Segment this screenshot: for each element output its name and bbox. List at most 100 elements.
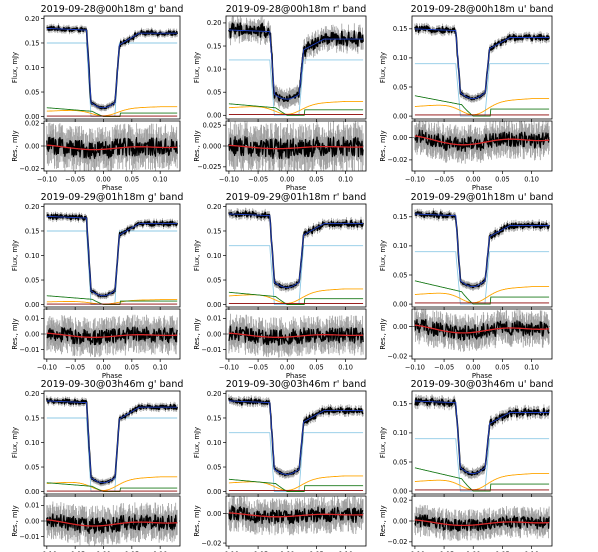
panel-title: 2019-09-28@00h18m g' band — [41, 4, 184, 15]
x-axis-label: Phase — [286, 184, 306, 192]
y-tick-label: 0.00 — [207, 301, 222, 309]
light-curve-area — [228, 16, 364, 116]
x-tick-label: 0.05 — [495, 551, 510, 552]
main-axes-frame — [225, 390, 367, 495]
residual-area — [44, 314, 180, 358]
res-y-tick-label: 0.01 — [207, 315, 222, 323]
model-flux — [46, 215, 178, 297]
x-tick-label: −0.05 — [248, 364, 268, 372]
res-y-tick-label: 0.00 — [25, 330, 40, 338]
residual-axes-frame — [411, 120, 553, 172]
y-tick-label: 0.00 — [207, 488, 222, 496]
res-y-tick-label: 0.00 — [25, 142, 40, 150]
x-tick-label: 0.00 — [96, 364, 111, 372]
disc-component — [46, 476, 178, 491]
y-tick-label: 0.20 — [25, 15, 40, 23]
panel-title: 2019-09-28@00h18m r' band — [226, 4, 367, 15]
residual-model — [414, 324, 550, 334]
panel-9: 2019-09-30@03h46m u' band 0.00 0.05 0.10 0.1… — [379, 379, 553, 552]
x-tick-label: 0.05 — [124, 364, 139, 372]
residuals — [414, 318, 550, 341]
residual-area — [412, 121, 552, 164]
x-tick-label: 0.05 — [309, 364, 324, 372]
x-tick-label: 0.00 — [96, 551, 111, 552]
y-tick-label: 0.05 — [25, 88, 40, 96]
secondary-component — [46, 482, 178, 492]
light-curve-area — [414, 394, 550, 492]
res-y-tick-label: −0.02 — [387, 538, 407, 546]
res-y-axis-label: Res., mJy — [193, 318, 201, 349]
residuals — [228, 136, 364, 160]
x-tick-label: 0.00 — [466, 551, 481, 552]
y-tick-label: 0.10 — [393, 429, 408, 437]
y-tick-label: 0.10 — [393, 242, 408, 250]
light-curve-area — [228, 207, 364, 305]
observed-flux — [414, 397, 550, 476]
y-tick-label: 0.10 — [25, 64, 40, 72]
res-y-axis-label: Res., mJy — [11, 318, 19, 349]
x-tick-label: −0.05 — [65, 551, 85, 552]
light-curve-area — [46, 211, 178, 305]
model-flux — [228, 29, 364, 100]
y-axis-label: Flux, mJy — [193, 52, 201, 83]
y-axis-label: Flux, mJy — [193, 240, 201, 271]
y-axis-label: Flux, mJy — [193, 427, 201, 458]
x-tick-label: −0.10 — [219, 176, 239, 184]
model-flux — [414, 28, 550, 100]
secondary-component — [414, 95, 550, 117]
main-axes-frame — [411, 15, 553, 120]
res-y-axis-label: Res., mJy — [379, 505, 387, 536]
y-tick-label: 0.10 — [207, 252, 222, 260]
res-y-tick-label: 0.02 — [25, 120, 40, 128]
x-tick-label: 0.05 — [124, 176, 139, 184]
y-tick-label: 0.20 — [207, 203, 222, 211]
panel-3: 2019-09-28@00h18m u' band 0.00 0.05 0.10 0.1… — [379, 4, 553, 192]
y-tick-label: 0.15 — [393, 25, 408, 33]
y-tick-label: 0.00 — [393, 487, 408, 495]
x-tick-label: 0.10 — [153, 176, 168, 184]
residual-model — [228, 512, 364, 518]
x-tick-label: −0.05 — [248, 176, 268, 184]
res-y-tick-label: 0.02 — [393, 496, 408, 504]
observed-flux — [46, 398, 178, 485]
x-axis-label: Phase — [102, 184, 122, 192]
disc-component — [414, 98, 550, 116]
x-axis-label: Phase — [472, 184, 492, 192]
residual-model — [46, 332, 178, 338]
x-axis-label: Phase — [102, 372, 122, 380]
x-tick-label: −0.05 — [434, 364, 454, 372]
model-flux — [228, 400, 364, 475]
disc-component — [46, 106, 178, 117]
y-tick-label: 0.10 — [207, 65, 222, 73]
observed-flux — [228, 397, 364, 477]
y-tick-label: 0.20 — [207, 19, 222, 27]
model-flux — [414, 213, 550, 288]
residual-model — [228, 332, 364, 338]
light-curve-area — [414, 208, 550, 305]
x-tick-label: −0.10 — [405, 551, 425, 552]
y-tick-label: 0.05 — [25, 463, 40, 471]
observed-flux — [228, 210, 364, 290]
x-tick-label: 0.10 — [524, 551, 539, 552]
x-tick-label: 0.10 — [338, 176, 353, 184]
y-axis-label: Flux, mJy — [11, 427, 19, 458]
y-tick-label: 0.05 — [207, 89, 222, 97]
residual-model — [46, 519, 178, 527]
y-tick-label: 0.05 — [207, 276, 222, 284]
x-tick-label: 0.05 — [495, 364, 510, 372]
panel-title: 2019-09-30@03h46m g' band — [41, 379, 184, 390]
light-curve-area — [228, 394, 364, 492]
y-tick-label: 0.10 — [393, 54, 408, 62]
y-tick-label: 0.15 — [207, 227, 222, 235]
panel-1: 2019-09-28@00h18m g' band 0.00 0.05 0.10 0.1… — [11, 4, 183, 192]
x-tick-label: 0.00 — [466, 364, 481, 372]
x-tick-label: 0.00 — [280, 364, 295, 372]
residual-axes-frame — [225, 495, 367, 547]
x-tick-label: −0.10 — [219, 364, 239, 372]
error-bars — [414, 208, 550, 291]
panel-title: 2019-09-30@03h46m u' band — [411, 379, 554, 390]
error-bars — [228, 207, 364, 293]
main-axes-frame — [411, 203, 553, 308]
y-tick-label: 0.00 — [25, 488, 40, 496]
observed-flux — [414, 210, 550, 289]
